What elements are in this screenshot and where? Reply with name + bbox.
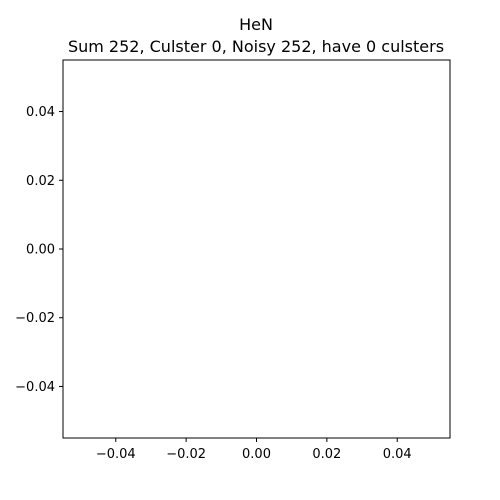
x-tick-label: −0.02 xyxy=(166,447,206,462)
x-tick-label: −0.04 xyxy=(96,447,136,462)
x-tick-label: 0.04 xyxy=(383,447,412,462)
x-tick-label: 0.02 xyxy=(312,447,341,462)
y-tick-label: 0.02 xyxy=(26,174,55,189)
y-tick-label: 0.00 xyxy=(26,243,55,258)
x-tick-label: 0.00 xyxy=(242,447,271,462)
chart-subtitle: Sum 252, Culster 0, Noisy 252, have 0 cu… xyxy=(68,37,444,56)
x-axis: −0.04 −0.02 0.00 0.02 0.04 xyxy=(96,438,412,462)
y-tick-label: −0.02 xyxy=(15,311,55,326)
y-axis: 0.04 0.02 0.00 −0.02 −0.04 xyxy=(15,105,63,395)
plot-area xyxy=(63,60,450,438)
y-tick-label: 0.04 xyxy=(26,105,55,120)
chart-title: HeN xyxy=(239,15,273,34)
y-tick-label: −0.04 xyxy=(15,380,55,395)
